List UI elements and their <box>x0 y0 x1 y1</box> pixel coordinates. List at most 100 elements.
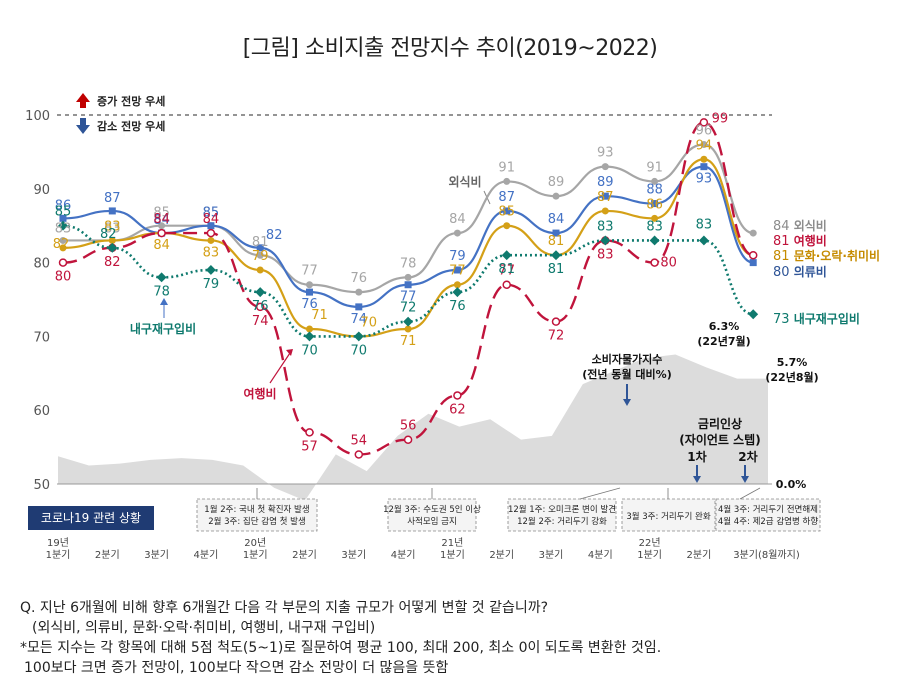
data-point <box>501 250 512 261</box>
data-label: 84 <box>548 212 565 227</box>
data-point <box>207 236 215 244</box>
data-label: 83 <box>104 221 121 236</box>
data-point <box>58 220 68 231</box>
data-point <box>651 177 659 185</box>
data-label: 82 <box>100 227 117 242</box>
data-label: 86 <box>55 198 72 213</box>
data-point <box>403 316 414 327</box>
data-label: 84 <box>203 212 220 227</box>
data-point <box>700 163 708 171</box>
data-label: 57 <box>301 439 318 454</box>
data-label: 89 <box>597 175 614 190</box>
end-label: 84 외식비 <box>773 218 827 234</box>
data-label: 79 <box>252 249 269 264</box>
data-label: 87 <box>498 190 515 205</box>
data-point <box>305 428 314 437</box>
data-point <box>601 163 609 171</box>
data-label: 81 <box>548 234 565 249</box>
callout-travel: 여행비 <box>243 386 276 401</box>
data-point <box>649 235 660 246</box>
data-point <box>256 244 264 252</box>
data-label: 83 <box>597 247 614 262</box>
data-point <box>601 207 609 215</box>
x-tick-year: 20년 <box>244 537 266 549</box>
data-label: 91 <box>498 160 515 175</box>
data-point <box>255 287 266 298</box>
data-point <box>255 302 265 312</box>
y-tick-label: 100 <box>25 109 50 124</box>
rate-hike-1st: 1차 <box>687 449 706 464</box>
cpi-area-layer <box>58 354 768 501</box>
data-label: 94 <box>696 138 713 153</box>
data-point <box>551 317 561 326</box>
data-point <box>404 273 412 281</box>
data-point <box>304 331 315 342</box>
cpi-last-label: 5.7% <box>777 356 808 369</box>
series-line-여행비 <box>62 121 754 456</box>
event-line-1: 12월 1주: 오미크론 변이 발견 <box>508 504 616 515</box>
data-point <box>306 325 313 333</box>
data-label: 82 <box>53 237 70 252</box>
data-label: 56 <box>400 419 417 434</box>
data-label: 85 <box>203 206 220 221</box>
data-point <box>748 250 758 260</box>
data-point <box>157 228 166 238</box>
data-label: 87 <box>104 191 121 206</box>
data-label: 74 <box>351 312 368 327</box>
data-label: 81 <box>252 235 269 250</box>
x-tick-label: 2분기 <box>292 549 317 561</box>
data-point <box>453 229 461 237</box>
data-label: 76 <box>301 297 318 312</box>
rate-hike-arrow-icon <box>741 476 749 483</box>
data-label: 89 <box>548 175 565 190</box>
end-label: 81 문화·오락·취미비 <box>773 248 880 264</box>
cpi-title: 소비자물가지수 <box>592 352 663 366</box>
data-point <box>749 259 757 267</box>
data-label: 80 <box>660 256 677 271</box>
data-point <box>404 281 412 289</box>
x-tick-label: 1분기 <box>46 549 71 561</box>
end-label-value: 80 <box>773 265 794 280</box>
data-point <box>748 309 759 320</box>
y-tick-label: 60 <box>33 404 50 419</box>
data-label: 84 <box>153 212 170 227</box>
data-point <box>256 251 264 259</box>
callout-durable: 내구재구입비 <box>130 321 196 336</box>
data-label: 83 <box>597 219 614 234</box>
y-tick-label: 80 <box>33 257 50 272</box>
data-label: 87 <box>597 190 614 205</box>
event-line-2: 사적모임 금지 <box>407 516 457 527</box>
end-label-value: 84 <box>773 219 794 234</box>
data-label: 81 <box>498 262 515 277</box>
end-label-value: 81 <box>773 234 794 249</box>
end-label-value: 81 <box>773 249 794 264</box>
data-point <box>355 288 363 296</box>
data-label: 83 <box>104 219 121 234</box>
down-arrow-icon <box>76 118 90 134</box>
series-line-내구재구입비 <box>62 224 754 338</box>
data-point <box>503 177 511 185</box>
event-line-1: 3월 3주: 거리두기 완화 <box>626 511 711 522</box>
data-label: 93 <box>696 172 713 187</box>
end-label-name: 내구재구입비 <box>794 311 860 326</box>
rate-hike-arrow-icon <box>693 476 701 483</box>
footnote-question-items: (외식비, 의류비, 문화·오락·취미비, 여행비, 내구재 구입비) <box>32 620 376 636</box>
data-label: 71 <box>311 308 328 323</box>
footnote: Q. 지난 6개월에 비해 향후 6개월간 다음 각 부문의 지출 규모가 어떻… <box>20 598 661 678</box>
data-point <box>552 229 560 237</box>
data-label: 85 <box>153 206 170 221</box>
data-label: 91 <box>646 160 663 175</box>
data-label: 84 <box>153 213 170 228</box>
data-point <box>453 391 462 400</box>
end-label-name: 문화·오락·취미비 <box>794 248 880 263</box>
data-point <box>749 229 757 237</box>
event-box <box>507 498 617 532</box>
event-pointer <box>579 487 621 500</box>
callout-dining: 외식비 <box>448 174 481 189</box>
x-tick-label: 2분기 <box>687 549 712 561</box>
data-label: 99 <box>712 111 729 126</box>
up-arrow-icon <box>76 93 90 108</box>
data-label: 54 <box>351 433 368 448</box>
